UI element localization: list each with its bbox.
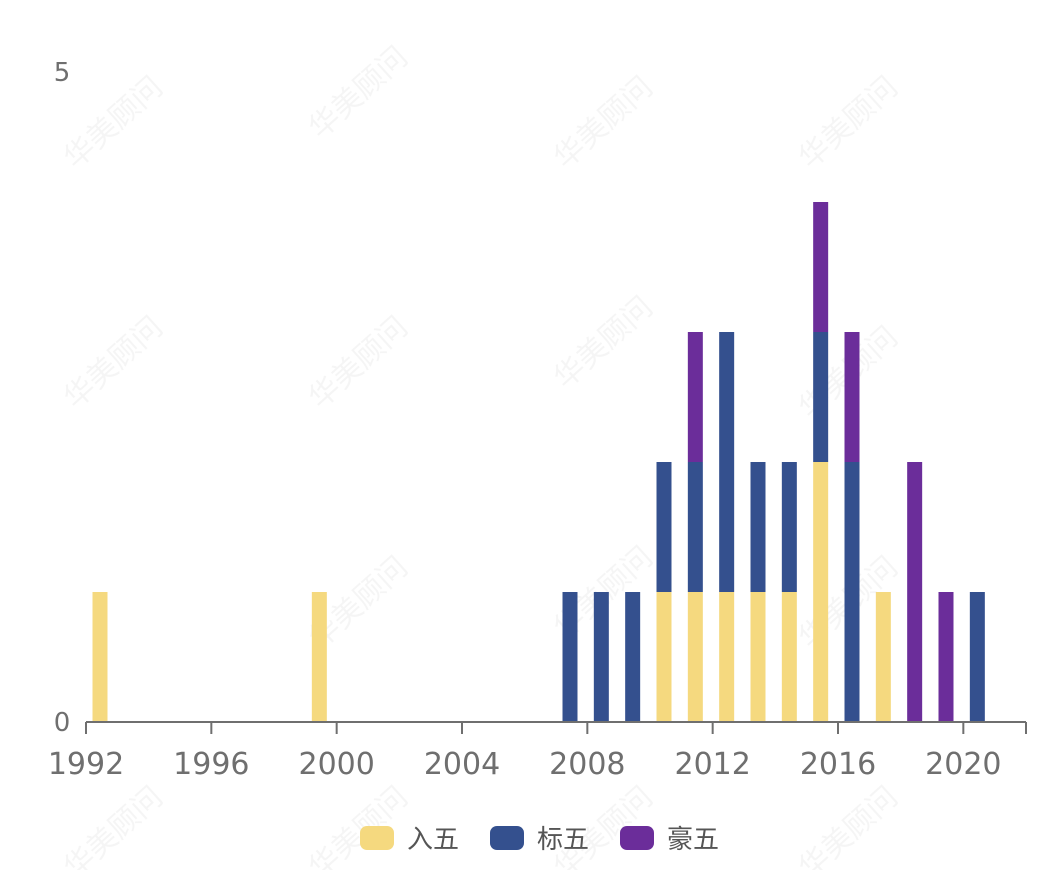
x-tick-label: 2004 (424, 747, 500, 782)
legend-swatch (360, 826, 394, 850)
watermark-text: 华美顾问 (302, 780, 415, 870)
bar-segment (875, 592, 891, 722)
bar-segment (92, 592, 108, 722)
watermark-text: 华美顾问 (792, 70, 905, 176)
bar-segment (844, 332, 860, 462)
bar-segment (781, 462, 797, 592)
x-tick-label: 2016 (800, 747, 876, 782)
watermark-text: 华美顾问 (57, 310, 170, 416)
watermark-text: 华美顾问 (302, 40, 415, 146)
bar-segment (687, 332, 703, 462)
x-tick-label: 2000 (298, 747, 374, 782)
watermark-layer: 华美顾问华美顾问华美顾问华美顾问华美顾问华美顾问华美顾问华美顾问华美顾问华美顾问… (57, 40, 905, 870)
watermark-text: 华美顾问 (547, 290, 660, 396)
watermark-text: 华美顾问 (57, 780, 170, 870)
bar-segment (719, 592, 735, 722)
legend-swatch (490, 826, 524, 850)
bar-segment (844, 462, 860, 722)
x-tick-label: 1992 (48, 747, 124, 782)
watermark-text: 华美顾问 (792, 780, 905, 870)
axes-layer: 1992 1996 2000 2004 2008 2012 2016 2020 0 5 (48, 58, 1027, 782)
bar-segment (656, 462, 672, 592)
bar-segment (687, 592, 703, 722)
legend-swatch (620, 826, 654, 850)
legend-label: 标五 (537, 825, 589, 855)
watermark-text: 华美顾问 (547, 70, 660, 176)
bar-segment (813, 202, 829, 332)
bar-segment (938, 592, 954, 722)
y-tick-label: 5 (54, 58, 71, 88)
watermark-text: 华美顾问 (302, 310, 415, 416)
bar-segment (781, 592, 797, 722)
bar-segment (311, 592, 327, 722)
legend-label: 入五 (407, 825, 459, 855)
bar-segment (969, 592, 985, 722)
bar-segment (907, 462, 923, 722)
bar-segment (750, 462, 766, 592)
x-tick-label: 2020 (925, 747, 1001, 782)
x-tick-label: 1996 (173, 747, 249, 782)
legend-label: 豪五 (667, 825, 719, 855)
bar-segment (562, 592, 578, 722)
x-tick-label: 2008 (549, 747, 625, 782)
bar-segment (813, 462, 829, 722)
y-tick-label: 0 (54, 708, 71, 738)
bars-layer (92, 202, 985, 722)
bar-segment (750, 592, 766, 722)
legend: 入五 标五 豪五 (360, 825, 719, 855)
bar-segment (593, 592, 609, 722)
bar-segment (625, 592, 641, 722)
watermark-text: 华美顾问 (57, 70, 170, 176)
bar-segment (719, 332, 735, 592)
x-tick-label: 2012 (674, 747, 750, 782)
bar-segment (813, 332, 829, 462)
bar-segment (687, 462, 703, 592)
bar-segment (656, 592, 672, 722)
